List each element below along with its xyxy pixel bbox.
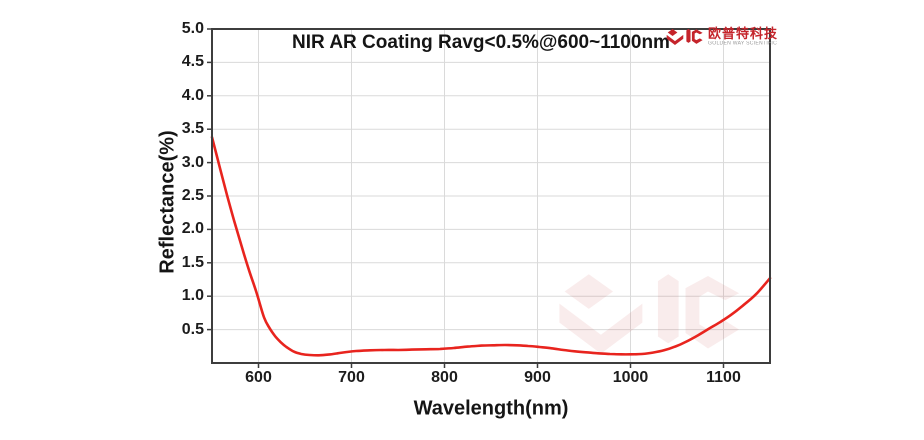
x-tick-label: 1100 [706, 369, 741, 386]
y-tick-label: 4.5 [181, 53, 204, 71]
chart-title: NIR AR Coating Ravg<0.5%@600~1100nm [292, 32, 670, 53]
brand-name-chinese: 欧普特科技 [708, 26, 779, 41]
x-tick-label: 600 [245, 369, 272, 386]
x-tick-label: 800 [431, 369, 458, 386]
brand-name-english: GOLDEN WAY SCIENTIFIC [708, 41, 778, 47]
x-axis-title: Wavelength(nm) [413, 397, 569, 420]
brand-logo: 欧普特科技 GOLDEN WAY SCIENTIFIC [666, 27, 789, 47]
brand-logo-text: 欧普特科技 GOLDEN WAY SCIENTIFIC [708, 27, 789, 47]
y-tick-label: 0.5 [181, 320, 204, 338]
y-tick-label: 2.0 [181, 220, 204, 238]
y-tick-label: 3.0 [181, 153, 204, 171]
y-tick-label: 5.0 [181, 20, 204, 37]
y-tick-label: 2.5 [181, 187, 204, 204]
y-tick-label: 3.5 [181, 120, 204, 138]
brand-logo-icon [666, 28, 704, 46]
x-tick-label: 700 [338, 369, 365, 386]
plot-frame [211, 28, 771, 364]
x-tick-label: 1000 [612, 369, 649, 386]
y-tick-label: 1.5 [181, 253, 204, 271]
reflectance-curve [210, 135, 772, 357]
x-tick-label: 900 [524, 369, 551, 386]
brand-watermark-icon [559, 274, 740, 354]
y-tick-label: 4.0 [181, 86, 204, 104]
y-tick-label: 1.0 [181, 287, 204, 305]
